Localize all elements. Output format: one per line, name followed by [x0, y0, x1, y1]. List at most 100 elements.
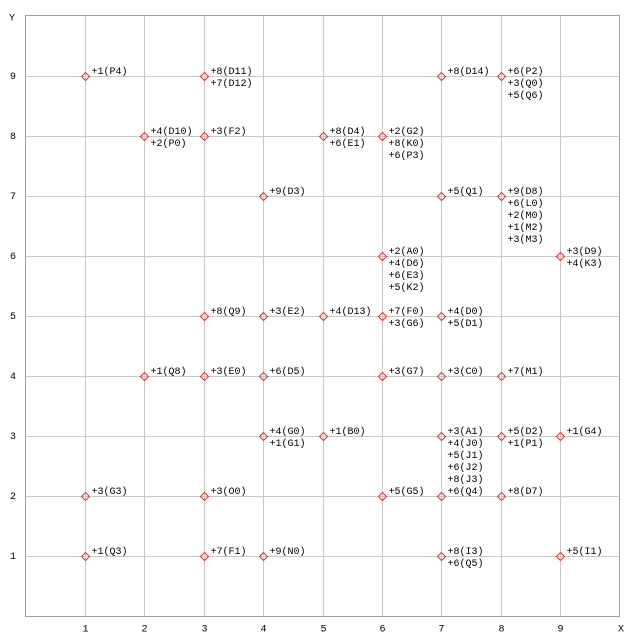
point-marker — [199, 311, 210, 322]
point-label: +1(G4) — [567, 426, 603, 438]
point-marker — [436, 191, 447, 202]
point-marker — [377, 371, 388, 382]
point-marker — [139, 131, 150, 142]
point-label: +3(G3) — [92, 486, 128, 498]
point-marker — [377, 311, 388, 322]
point-marker — [80, 491, 91, 502]
point-marker — [436, 371, 447, 382]
point-label: +7(F0) — [389, 306, 425, 318]
point-label: +7(M1) — [508, 366, 544, 378]
point-label: +9(D8) — [508, 186, 544, 198]
point-label: +8(D4) — [330, 126, 366, 138]
point-marker — [436, 311, 447, 322]
x-tick-label: 1 — [82, 625, 88, 636]
x-tick-label: 3 — [201, 625, 207, 636]
point-label: +6(P3) — [389, 150, 425, 162]
point-label: +8(D14) — [448, 66, 490, 78]
x-tick-label: 6 — [379, 625, 385, 636]
x-tick-label: 9 — [557, 625, 563, 636]
point-label: +5(K2) — [389, 282, 425, 294]
point-label: +7(D12) — [211, 78, 253, 90]
point-label: +1(P4) — [92, 66, 128, 78]
point-marker — [318, 131, 329, 142]
point-label: +6(Q5) — [448, 558, 484, 570]
point-label: +4(D0) — [448, 306, 484, 318]
point-label: +7(F1) — [211, 546, 247, 558]
point-label: +8(K0) — [389, 138, 425, 150]
point-label: +5(Q1) — [448, 186, 484, 198]
point-marker — [436, 551, 447, 562]
point-label: +5(Q6) — [508, 90, 544, 102]
point-label: +6(L0) — [508, 198, 544, 210]
y-tick-label: 7 — [10, 192, 16, 203]
point-marker — [199, 131, 210, 142]
point-label: +4(D6) — [389, 258, 425, 270]
point-label: +4(K3) — [567, 258, 603, 270]
point-label: +6(Q4) — [448, 486, 484, 498]
point-label: +6(D5) — [270, 366, 306, 378]
point-label: +3(F2) — [211, 126, 247, 138]
point-marker — [318, 431, 329, 442]
point-marker — [258, 371, 269, 382]
point-label: +2(M0) — [508, 210, 544, 222]
point-marker — [199, 551, 210, 562]
point-label: +8(J3) — [448, 474, 484, 486]
y-tick-label: 9 — [10, 72, 16, 83]
point-marker — [258, 191, 269, 202]
point-marker — [377, 251, 388, 262]
point-marker — [318, 311, 329, 322]
point-label: +5(D1) — [448, 318, 484, 330]
point-marker — [80, 71, 91, 82]
point-marker — [555, 431, 566, 442]
point-marker — [436, 431, 447, 442]
point-marker — [258, 431, 269, 442]
point-label: +9(D3) — [270, 186, 306, 198]
x-tick-label: 8 — [498, 625, 504, 636]
point-label: +3(G6) — [389, 318, 425, 330]
point-label: +4(G0) — [270, 426, 306, 438]
point-label: +1(Q8) — [151, 366, 187, 378]
point-label: +3(Q0) — [508, 78, 544, 90]
point-label: +5(G5) — [389, 486, 425, 498]
y-tick-label: 1 — [10, 552, 16, 563]
point-label: +4(J0) — [448, 438, 484, 450]
point-label: +8(Q9) — [211, 306, 247, 318]
point-label: +2(G2) — [389, 126, 425, 138]
y-tick-label: 5 — [10, 312, 16, 323]
y-tick-label: 4 — [10, 372, 16, 383]
x-tick-label: 2 — [141, 625, 147, 636]
point-label: +1(M2) — [508, 222, 544, 234]
x-tick-label: 5 — [320, 625, 326, 636]
point-label: +3(G7) — [389, 366, 425, 378]
y-tick-label: 2 — [10, 492, 16, 503]
point-label: +4(D10) — [151, 126, 193, 138]
point-marker — [496, 431, 507, 442]
point-label: +5(J1) — [448, 450, 484, 462]
point-label: +3(M3) — [508, 234, 544, 246]
point-marker — [436, 71, 447, 82]
point-label: +2(P0) — [151, 138, 187, 150]
x-axis-label: X — [618, 625, 624, 636]
x-tick-label: 4 — [260, 625, 266, 636]
point-label: +4(D13) — [330, 306, 372, 318]
point-label: +1(B0) — [330, 426, 366, 438]
point-marker — [199, 71, 210, 82]
point-label: +6(E3) — [389, 270, 425, 282]
point-label: +3(D9) — [567, 246, 603, 258]
point-marker — [496, 71, 507, 82]
point-label: +1(G1) — [270, 438, 306, 450]
point-label: +5(D2) — [508, 426, 544, 438]
point-label: +3(A1) — [448, 426, 484, 438]
point-label: +8(D11) — [211, 66, 253, 78]
y-tick-label: 3 — [10, 432, 16, 443]
point-marker — [496, 371, 507, 382]
point-marker — [80, 551, 91, 562]
point-marker — [258, 551, 269, 562]
y-tick-label: 6 — [10, 252, 16, 263]
point-marker — [199, 371, 210, 382]
point-marker — [377, 131, 388, 142]
point-label: +3(C0) — [448, 366, 484, 378]
point-marker — [436, 491, 447, 502]
point-marker — [199, 491, 210, 502]
